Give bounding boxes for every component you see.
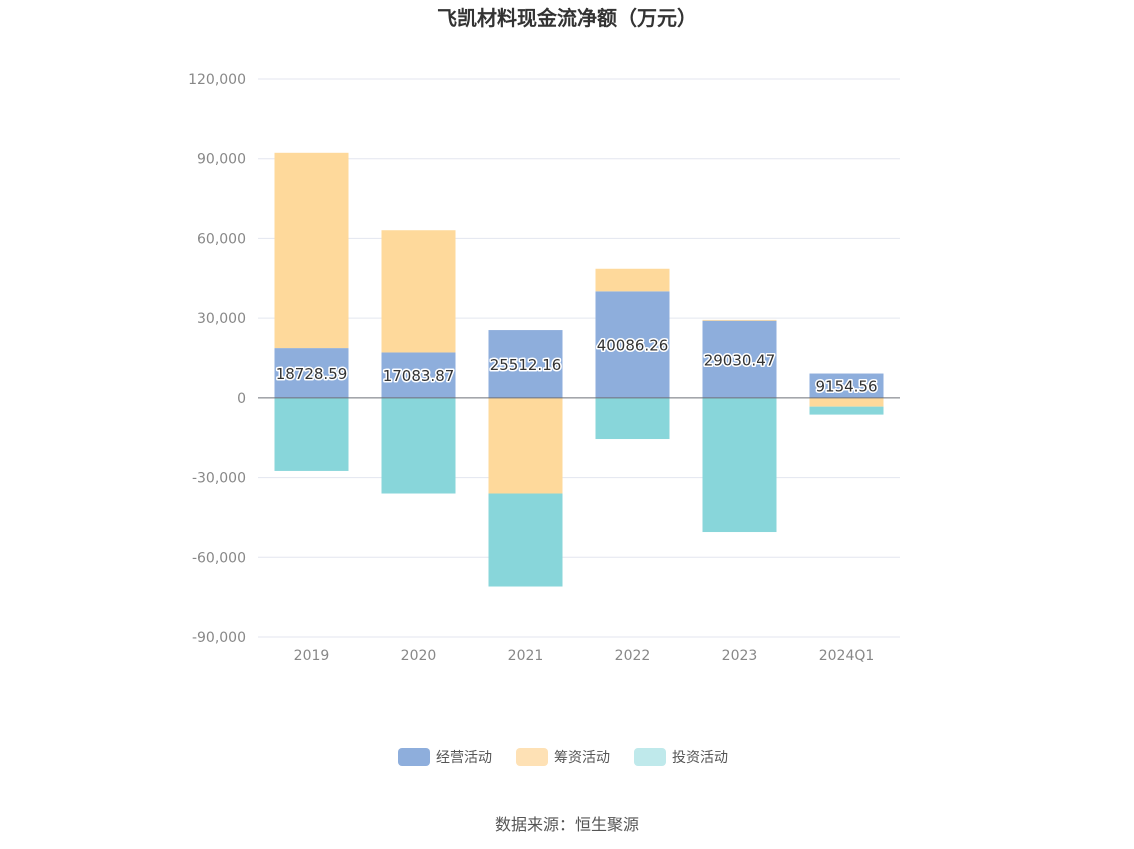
bar-2-3 bbox=[595, 397, 670, 440]
bar-1-1 bbox=[381, 230, 456, 353]
legend-swatch bbox=[516, 748, 548, 766]
x-tick-label: 2020 bbox=[401, 648, 437, 664]
chart-title: 飞凯材料现金流净额（万元） bbox=[437, 6, 697, 30]
data-label: 40086.26 bbox=[597, 337, 669, 355]
bar-2-4 bbox=[702, 397, 777, 533]
y-tick-label: 30,000 bbox=[197, 311, 246, 327]
x-axis-ticks: 2019 2020 2021 2022 2023 2024Q1 bbox=[294, 648, 875, 664]
data-label: 17083.87 bbox=[383, 367, 455, 385]
y-tick-label: 120,000 bbox=[188, 72, 246, 88]
y-tick-label: -30,000 bbox=[192, 471, 246, 487]
bar-2-5 bbox=[809, 406, 884, 415]
legend-label: 筹资活动 bbox=[554, 749, 610, 766]
bar-0-4 bbox=[702, 320, 777, 398]
x-tick-label: 2019 bbox=[294, 648, 330, 664]
grid-lines bbox=[258, 78, 900, 638]
bar-0-5 bbox=[809, 373, 884, 398]
legend: 经营活动 筹资活动 投资活动 bbox=[398, 748, 728, 766]
bar-1-3 bbox=[595, 268, 670, 292]
bar-0-0 bbox=[274, 348, 349, 398]
legend-label: 经营活动 bbox=[436, 750, 492, 766]
x-tick-label: 2021 bbox=[508, 648, 544, 664]
bar-1-0 bbox=[274, 152, 349, 349]
data-label: 9154.56 bbox=[815, 378, 877, 396]
data-label: 18728.59 bbox=[276, 365, 348, 383]
data-label: 25512.16 bbox=[490, 356, 562, 374]
y-tick-label: 60,000 bbox=[197, 231, 246, 247]
bar-1-2 bbox=[488, 397, 563, 494]
data-label: 29030.47 bbox=[704, 351, 776, 369]
bar-1-4 bbox=[702, 319, 777, 321]
x-tick-label: 2024Q1 bbox=[819, 648, 875, 664]
legend-swatch bbox=[398, 748, 430, 766]
data-labels: 18728.59 17083.87 25512.16 40086.26 29030.47… bbox=[274, 335, 879, 397]
bar-2-2 bbox=[488, 493, 563, 587]
bar-2-1 bbox=[381, 397, 456, 494]
x-tick-label: 2023 bbox=[722, 648, 758, 664]
bar-2-0 bbox=[274, 397, 349, 471]
y-axis-ticks: 120,000 90,000 60,000 30,000 0 -30,000 -60,000… bbox=[188, 72, 246, 646]
y-tick-label: -90,000 bbox=[192, 630, 246, 646]
x-tick-label: 2022 bbox=[615, 648, 651, 664]
legend-label: 投资活动 bbox=[672, 750, 728, 766]
bar-0-2 bbox=[488, 330, 563, 398]
y-tick-label: -60,000 bbox=[192, 550, 246, 566]
bar-0-3 bbox=[595, 291, 670, 398]
legend-swatch bbox=[634, 748, 666, 766]
bar-0-1 bbox=[381, 352, 456, 398]
y-tick-label: 0 bbox=[237, 391, 246, 407]
y-tick-label: 90,000 bbox=[197, 152, 246, 168]
source-note: 数据来源：恒生聚源 bbox=[495, 815, 639, 834]
bars bbox=[274, 152, 884, 587]
bar-1-5 bbox=[809, 397, 884, 407]
